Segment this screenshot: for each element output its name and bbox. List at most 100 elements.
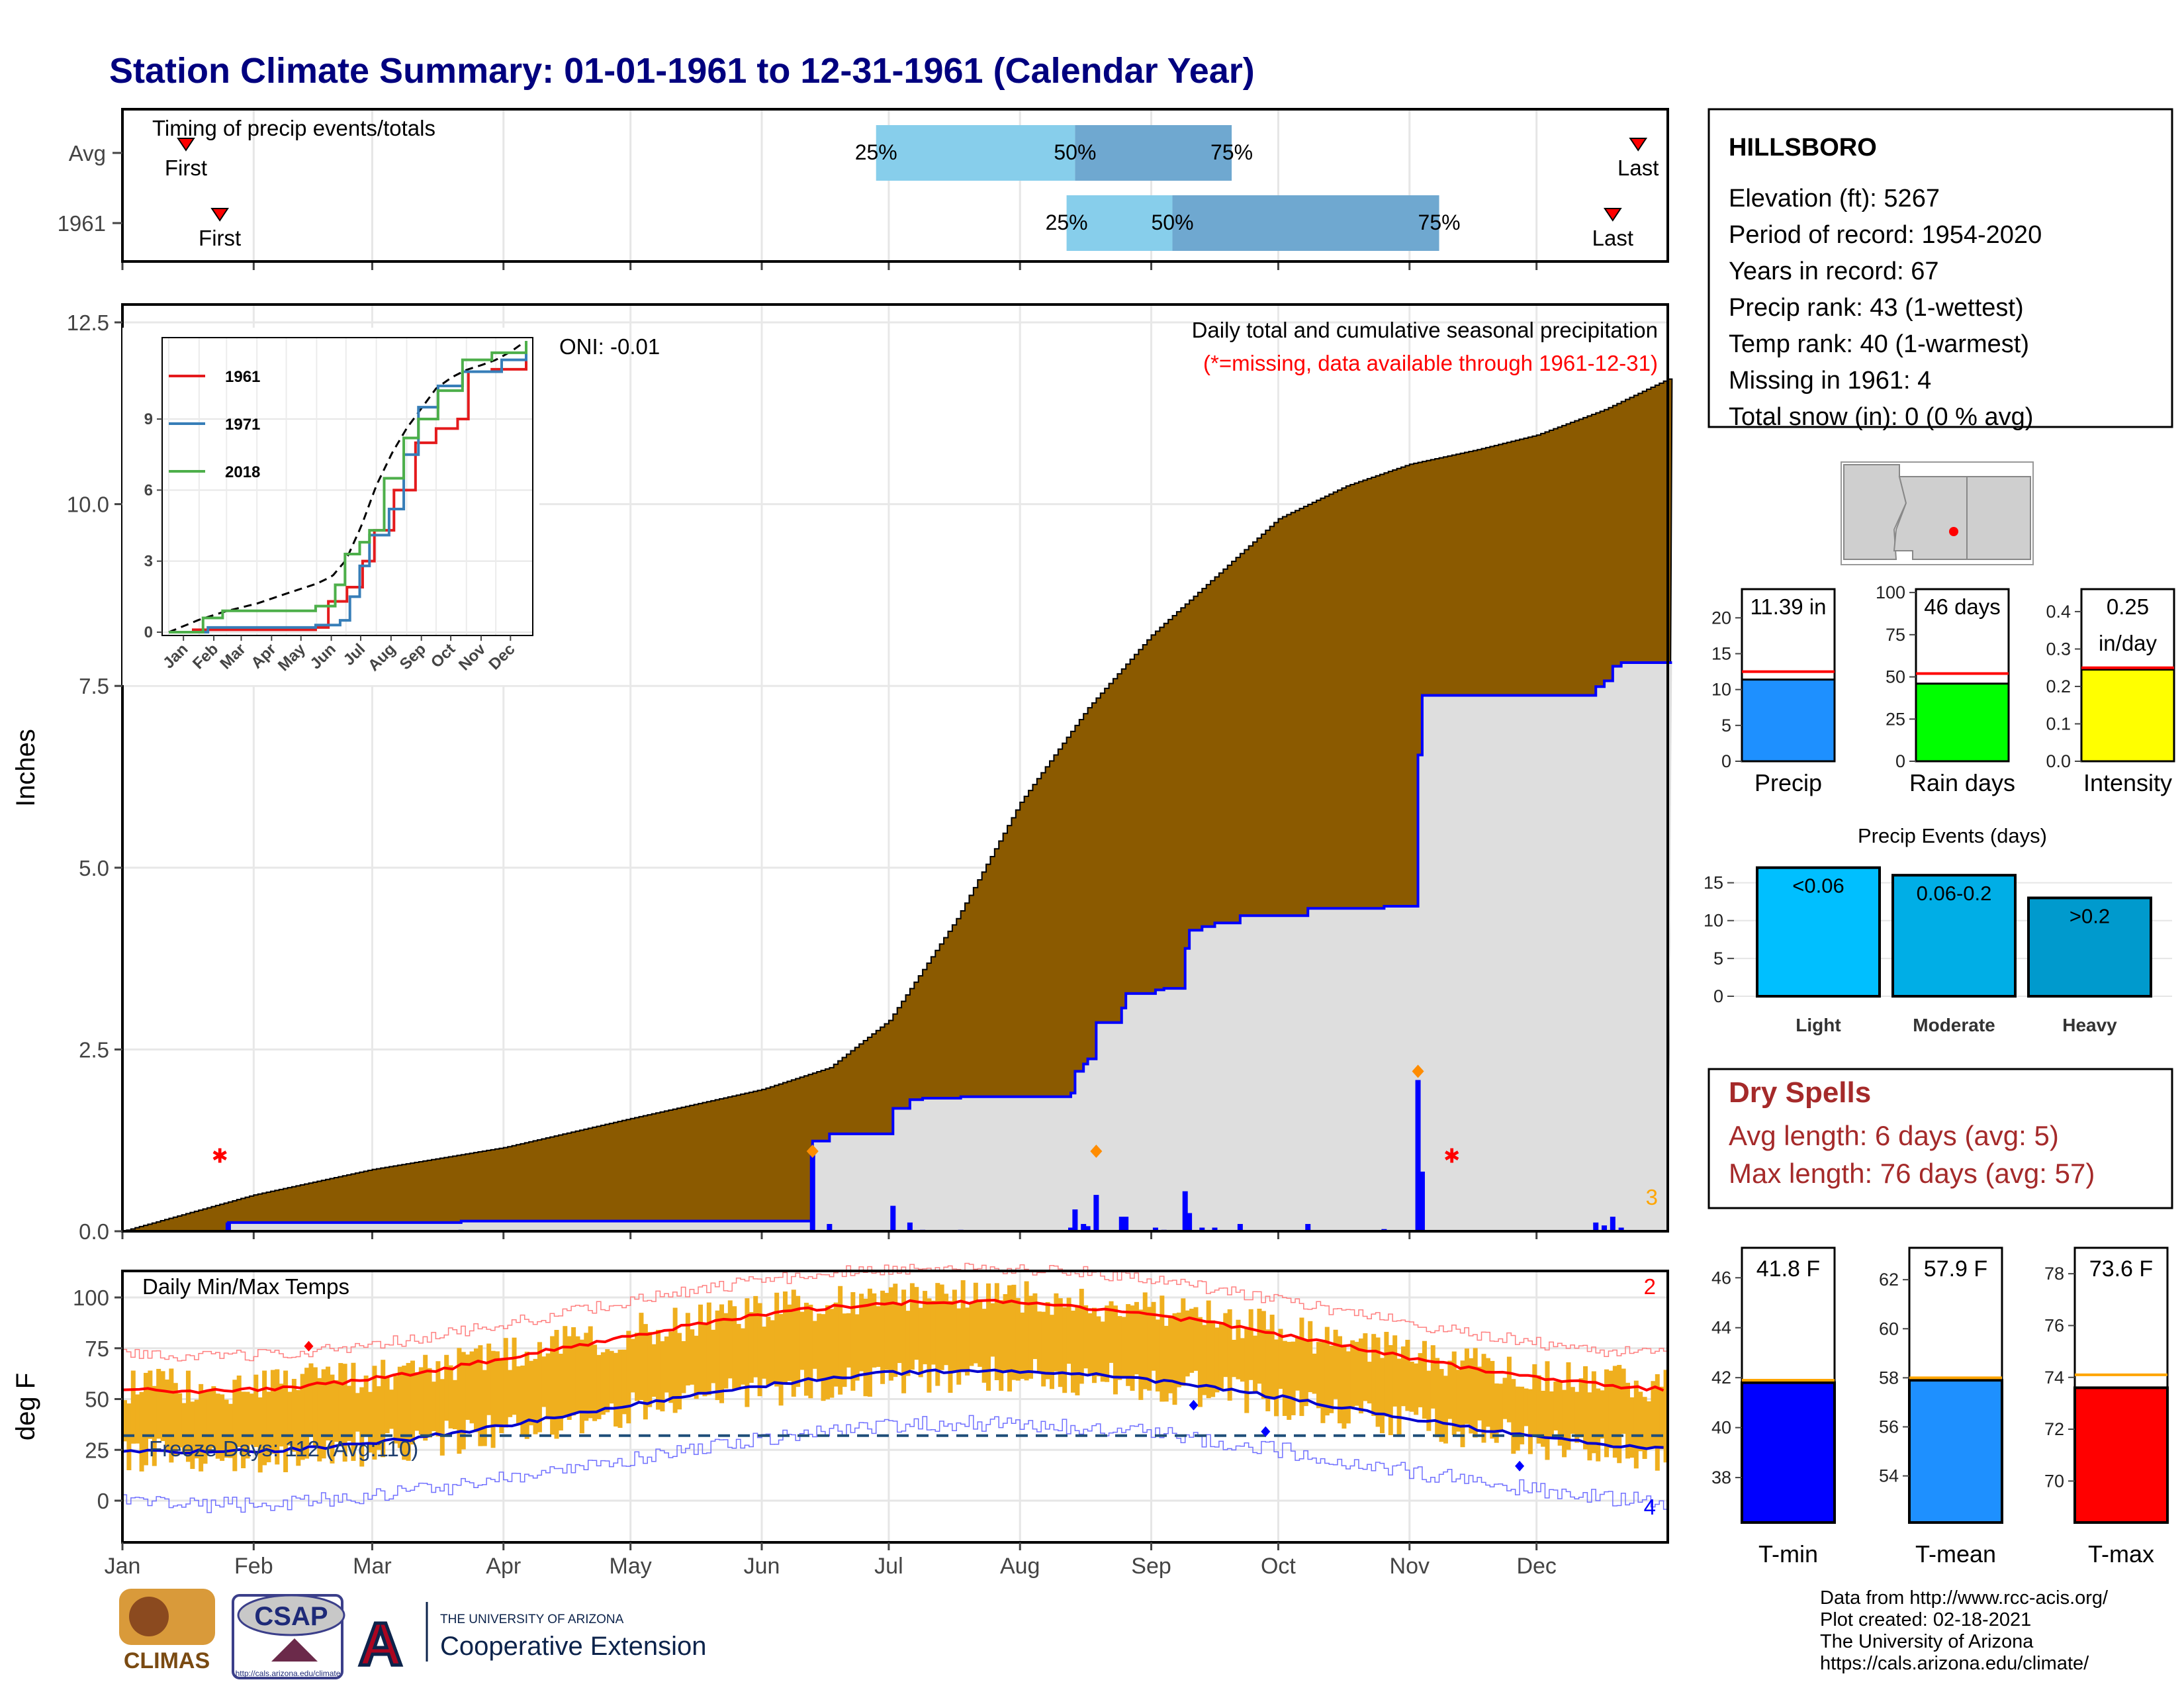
daily-temp-bar: [130, 1370, 136, 1444]
daily-temp-bar: [1138, 1309, 1144, 1400]
daily-temp-bar: [410, 1360, 416, 1445]
daily-temp-bar: [1566, 1362, 1571, 1450]
temp-bar-tick: 58: [1879, 1368, 1899, 1387]
daily-temp-bar: [1011, 1284, 1017, 1380]
events-bar-text: >0.2: [2070, 904, 2110, 927]
csap-mountain-icon: [271, 1638, 318, 1662]
summary-bar-label: Rain days: [1909, 769, 2015, 796]
timing-bar-25-50: [876, 125, 1075, 181]
daily-temp-bar: [1363, 1333, 1368, 1401]
temp-bar-tick: 78: [2044, 1264, 2064, 1284]
daily-temp-bar: [469, 1351, 475, 1424]
daily-temp-bar: [1359, 1338, 1363, 1414]
daily-temp-bar: [1091, 1307, 1097, 1383]
record-low-line: [122, 1415, 1668, 1513]
y-tick-label: 75: [85, 1336, 109, 1361]
climas-logo: CLIMAS: [119, 1589, 215, 1673]
daily-temp-bar: [1655, 1374, 1660, 1471]
summary-bar-tick: 0.2: [2046, 677, 2071, 696]
extreme-event-diamond: [1412, 1064, 1424, 1078]
daily-temp-bar: [177, 1393, 183, 1448]
daily-temp-bar: [1600, 1390, 1605, 1439]
daily-precip-bar: [225, 1222, 231, 1231]
daily-temp-bar: [1041, 1311, 1046, 1387]
quantile-label: 50%: [1151, 211, 1193, 234]
daily-temp-bar: [1647, 1401, 1652, 1448]
daily-temp-bar: [359, 1387, 365, 1467]
events-bar-text: <0.06: [1792, 874, 1844, 898]
daily-temp-bar: [1079, 1288, 1084, 1384]
record-high-line: [122, 1262, 1668, 1362]
daily-precip-bar: [1152, 1227, 1158, 1231]
daily-temp-bar: [1324, 1327, 1330, 1416]
events-bar-label: Heavy: [2062, 1015, 2117, 1035]
daily-temp-bar: [1621, 1368, 1626, 1434]
daily-temp-bar: [439, 1379, 445, 1456]
daily-temp-bar: [741, 1328, 745, 1385]
daily-temp-bar: [668, 1331, 674, 1403]
daily-temp-bar: [1172, 1313, 1177, 1405]
summary-bar-tick: 0: [1895, 751, 1905, 771]
daily-temp-bar: [1028, 1295, 1034, 1379]
temp-bar-tick: 62: [1879, 1270, 1899, 1289]
station-info: HILLSBORO Elevation (ft): 5267 Period of…: [1707, 108, 2173, 431]
credit-line: The University of Arizona: [1820, 1631, 2034, 1652]
station-line: Precip rank: 43 (1-wettest): [1729, 294, 2024, 322]
daily-temp-bar: [905, 1311, 911, 1376]
daily-temp-bar: [711, 1329, 716, 1383]
daily-temp-bar: [206, 1390, 212, 1451]
daily-temp-bar: [312, 1367, 318, 1447]
daily-temp-bar: [588, 1326, 593, 1419]
daily-temp-bar: [448, 1365, 453, 1429]
daily-temp-bar: [1142, 1292, 1148, 1389]
daily-temp-bar: [994, 1283, 999, 1381]
daily-temp-bar: [812, 1321, 817, 1369]
daily-temp-bar: [643, 1324, 648, 1420]
daily-temp-bar: [1596, 1388, 1601, 1462]
daily-temp-bar: [1536, 1375, 1541, 1444]
daily-temp-bar: [275, 1369, 280, 1465]
record-diamond: [1189, 1399, 1199, 1411]
daily-temp-bar: [135, 1394, 140, 1444]
csap-cloud-icon: [237, 1594, 345, 1636]
daily-precip-bar: [1415, 1080, 1421, 1231]
freeze-days-label: Freeze Days: 112 (Avg:110): [149, 1436, 418, 1461]
ua-extension: Cooperative Extension: [440, 1632, 706, 1661]
summary-bar-tick: 15: [1711, 644, 1731, 664]
timing-bar-50-75: [1172, 195, 1439, 251]
daily-temp-bar: [596, 1354, 602, 1419]
daily-precip-bar: [1237, 1224, 1243, 1231]
daily-temp-bar: [402, 1365, 407, 1460]
daily-temp-bar: [914, 1287, 919, 1360]
credit-line: Plot created: 02-18-2021: [1820, 1609, 2031, 1630]
daily-temp-bar: [1015, 1297, 1021, 1381]
temp-bar-text: 73.6 F: [2089, 1256, 2153, 1282]
inset-grid: [162, 338, 533, 635]
daily-precip-bar: [1419, 1171, 1425, 1231]
csap-logo-text: CSAP: [254, 1602, 328, 1631]
daily-temp-bar: [1456, 1370, 1461, 1432]
daily-temp-bar: [1295, 1336, 1300, 1391]
summary-bar-value: [1741, 679, 1836, 763]
daily-temp-bar: [444, 1354, 449, 1421]
daily-temp-bar: [838, 1286, 843, 1395]
daily-temp-bar: [1422, 1340, 1427, 1419]
first-event-label: First: [165, 156, 207, 180]
events-bar: [2027, 896, 2152, 998]
daily-temp-bar: [939, 1284, 944, 1370]
daily-temp-bar: [651, 1344, 657, 1397]
daily-temp-bar: [1257, 1309, 1262, 1384]
extreme-event-diamond: [1090, 1145, 1103, 1158]
temp-bar-label: T-mean: [1915, 1540, 1996, 1568]
daily-temp-bar: [796, 1295, 801, 1387]
daily-temp-bar: [1473, 1348, 1478, 1438]
daily-precip-bar: [1199, 1227, 1205, 1231]
daily-temp-bar: [978, 1301, 983, 1367]
daily-temp-bar: [1392, 1335, 1398, 1407]
daily-temp-bar: [956, 1308, 962, 1385]
temp-bar-tick: 42: [1711, 1368, 1731, 1387]
temp-panel-label: Daily Min/Max Temps: [142, 1274, 349, 1299]
daily-temp-bar: [1545, 1361, 1550, 1460]
daily-temp-bar: [774, 1292, 780, 1387]
